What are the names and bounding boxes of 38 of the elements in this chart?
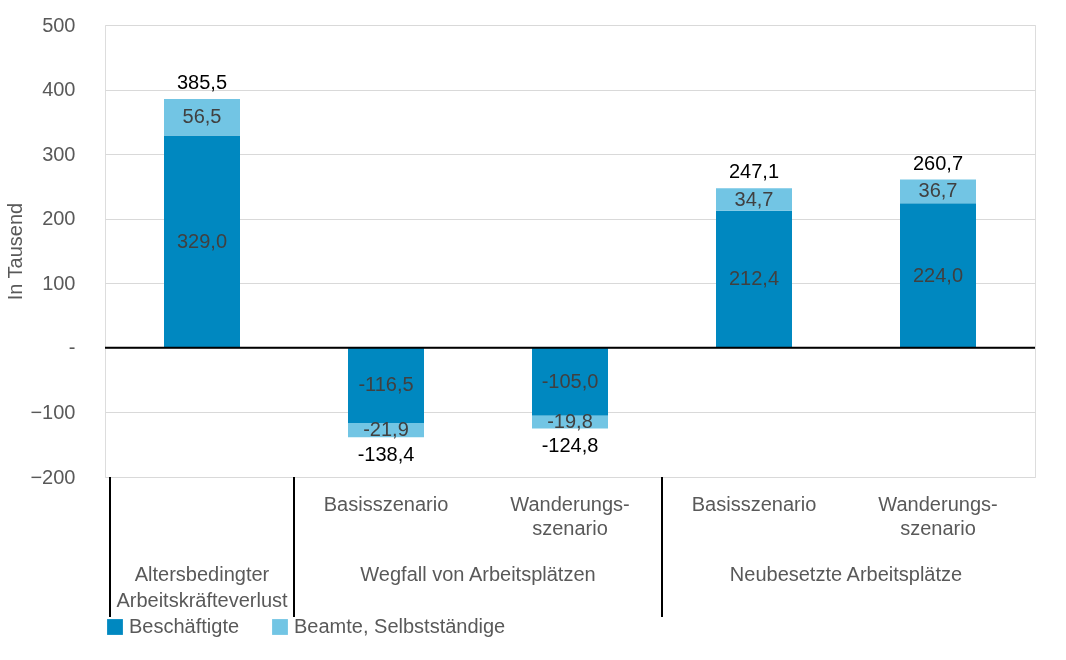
data-label: -105,0	[541, 369, 599, 392]
total-label: 385,5	[176, 70, 228, 93]
data-label: -19,8	[547, 410, 593, 433]
legend-label: Beschäftigte	[129, 615, 240, 637]
data-label: -21,9	[363, 418, 409, 441]
total-label: -138,4	[357, 443, 415, 466]
text: Altersbedingter Arbeitskräfteverlust	[116, 563, 289, 611]
data-label: 56,5	[182, 105, 222, 128]
bar	[716, 210, 792, 348]
text: Neubesetzte Arbeitsplätze	[729, 563, 963, 585]
x-tick-label: Wanderungs- szenario	[878, 493, 998, 539]
y-tick-label: -	[68, 336, 76, 359]
bar	[164, 135, 240, 348]
total-label: 260,7	[912, 151, 964, 174]
x-tick-label: Wanderungs- szenario	[510, 493, 630, 539]
y-tick-label: 200	[42, 207, 76, 230]
y-tick-label: −200	[30, 465, 76, 488]
text: Wegfall von Arbeitsplätzen	[360, 563, 596, 585]
data-label: 212,4	[728, 267, 780, 290]
bar	[532, 347, 608, 416]
y-tick-label: 300	[42, 142, 76, 165]
x-tick-label: Basisszenario	[323, 493, 449, 515]
y-tick-label: 400	[42, 78, 76, 101]
y-tick-label: 500	[42, 13, 76, 36]
total-label: 247,1	[728, 160, 780, 183]
y-axis-title: In Tausend	[4, 202, 27, 301]
data-label: 36,7	[918, 179, 958, 202]
data-label: 34,7	[734, 187, 774, 210]
data-label: 329,0	[176, 229, 228, 252]
data-label: -116,5	[358, 373, 414, 396]
data-label: 224,0	[912, 263, 964, 286]
x-tick-label: Basisszenario	[691, 493, 817, 515]
y-tick-label: 100	[42, 271, 76, 294]
bar	[900, 203, 976, 348]
y-tick-label: −100	[30, 400, 76, 423]
legend-label: Beamte, Selbstständige	[294, 615, 506, 637]
bar	[348, 347, 424, 424]
total-label: -124,8	[541, 434, 599, 457]
